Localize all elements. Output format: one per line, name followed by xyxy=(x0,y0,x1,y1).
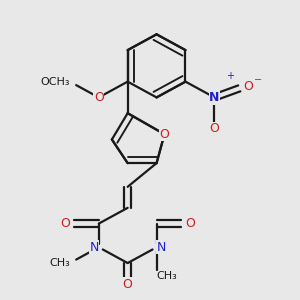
Text: O: O xyxy=(209,122,219,136)
Text: O: O xyxy=(94,91,104,104)
Text: O: O xyxy=(185,217,195,230)
Text: −: − xyxy=(254,75,262,85)
Text: CH₃: CH₃ xyxy=(157,271,177,281)
Text: +: + xyxy=(226,71,234,81)
Text: O: O xyxy=(60,217,70,230)
Text: O: O xyxy=(243,80,253,93)
Text: N: N xyxy=(89,241,99,254)
Text: CH₃: CH₃ xyxy=(49,258,70,268)
Text: O: O xyxy=(160,128,170,141)
Text: OCH₃: OCH₃ xyxy=(40,76,70,87)
Text: N: N xyxy=(157,241,166,254)
Text: N: N xyxy=(209,91,220,104)
Text: O: O xyxy=(123,278,133,291)
